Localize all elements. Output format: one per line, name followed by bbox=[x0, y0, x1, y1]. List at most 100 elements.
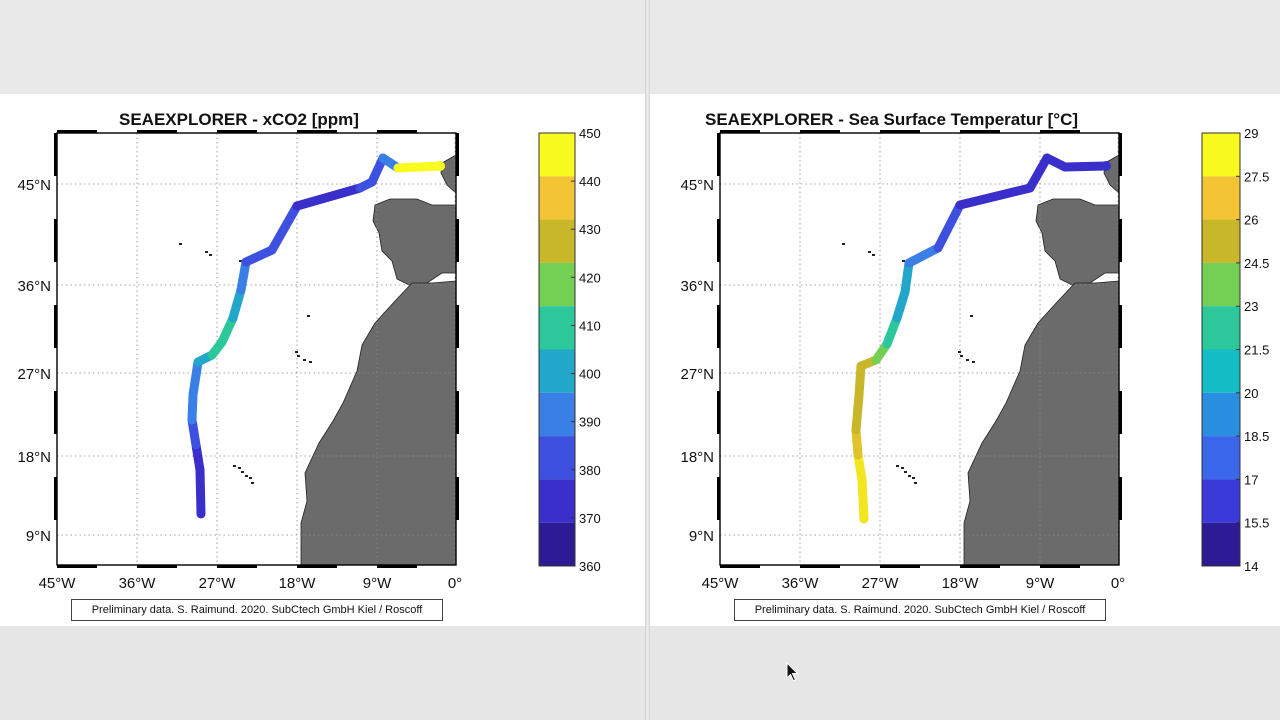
island-5 bbox=[297, 355, 300, 357]
window-divider[interactable] bbox=[645, 0, 650, 720]
frame-tick bbox=[54, 219, 57, 262]
frame-tick bbox=[456, 133, 459, 176]
frame-tick bbox=[717, 133, 720, 176]
colorbar-segment bbox=[539, 349, 575, 393]
frame-tick bbox=[456, 391, 459, 434]
colorbar-label: 410 bbox=[579, 318, 601, 333]
island-9 bbox=[901, 467, 904, 469]
colorbar-segment bbox=[1202, 479, 1240, 523]
colorbar-segment bbox=[539, 133, 575, 177]
lon-label: 27°W bbox=[199, 575, 237, 592]
track-segment bbox=[892, 287, 910, 323]
land bbox=[963, 154, 1119, 565]
africa-land bbox=[300, 280, 456, 565]
colorbar-label: 430 bbox=[579, 222, 601, 237]
colorbar-label: 380 bbox=[579, 463, 601, 478]
xco2-credit-box: Preliminary data. S. Raimund. 2020. SubC… bbox=[71, 599, 443, 621]
track-segment bbox=[882, 313, 902, 349]
track-segment bbox=[900, 258, 914, 297]
frame-tick bbox=[960, 565, 1000, 568]
colorbar-segment bbox=[1202, 176, 1240, 220]
colorbar-label: 20 bbox=[1244, 386, 1258, 401]
lat-label: 27°N bbox=[17, 366, 51, 383]
sst-map: 45°N 36°N 27°N 18°N 9°N 45°W 36°W 27°W 18°W 9°W 0°… bbox=[680, 126, 1269, 592]
xco2-plot-title: SEAEXPLORER - xCO2 [ppm] bbox=[119, 110, 359, 129]
colorbar-label: 24.5 bbox=[1244, 256, 1269, 271]
frame-tick bbox=[57, 130, 97, 133]
frame-tick bbox=[54, 133, 57, 176]
frame-tick bbox=[54, 391, 57, 434]
lat-label: 45°N bbox=[17, 177, 51, 194]
lat-label: 27°N bbox=[680, 366, 714, 383]
colorbar-segment bbox=[1202, 392, 1240, 437]
colorbar-segment bbox=[539, 436, 575, 480]
frame-tick bbox=[1119, 391, 1122, 434]
island-2 bbox=[872, 254, 875, 256]
colorbar-label: 17 bbox=[1244, 472, 1258, 487]
colorbar-label: 390 bbox=[579, 415, 601, 430]
colorbar-segment bbox=[1202, 436, 1240, 480]
track-segment bbox=[854, 361, 866, 400]
lon-label: 36°W bbox=[782, 575, 820, 592]
colorbar-label: 440 bbox=[579, 174, 601, 189]
colorbar-label: 23 bbox=[1244, 299, 1258, 314]
island-6 bbox=[303, 359, 306, 361]
colorbar-label: 360 bbox=[579, 559, 601, 574]
colorbar-segment bbox=[539, 522, 575, 566]
colorbar-segment bbox=[539, 176, 575, 220]
island-3 bbox=[902, 260, 905, 262]
colorbar-segment bbox=[1202, 219, 1240, 263]
colorbar-label: 27.5 bbox=[1244, 169, 1269, 184]
track-segment bbox=[188, 357, 203, 400]
frame-tick bbox=[1040, 565, 1080, 568]
track-segment bbox=[236, 257, 251, 295]
frame-tick bbox=[1119, 305, 1122, 348]
colorbar-label: 400 bbox=[579, 367, 601, 382]
colorbar-segment bbox=[539, 262, 575, 307]
track-segment bbox=[292, 183, 365, 211]
frame-tick bbox=[720, 130, 760, 133]
xco2-map: 45°N 36°N 27°N 18°N 9°N 45°W 36°W 27°W 18°W 9°W 0°… bbox=[17, 126, 600, 592]
island-8 bbox=[896, 465, 899, 467]
lat-label: 36°N bbox=[17, 278, 51, 295]
colorbar-frame bbox=[538, 132, 576, 567]
island-13 bbox=[914, 482, 917, 484]
track-segment bbox=[267, 201, 302, 255]
island-0 bbox=[179, 243, 182, 245]
mouse-cursor-icon bbox=[786, 661, 800, 687]
sst-plot-title: SEAEXPLORER - Sea Surface Temperatur [°C… bbox=[705, 110, 1079, 129]
island-12 bbox=[912, 477, 915, 479]
lat-label: 9°N bbox=[689, 528, 714, 545]
frame-tick bbox=[377, 130, 417, 133]
colorbar-segment bbox=[1202, 522, 1240, 566]
colorbar-label: 15.5 bbox=[1244, 516, 1269, 531]
colorbar-label: 420 bbox=[579, 270, 601, 285]
track-segment bbox=[1060, 161, 1111, 172]
frame-tick bbox=[54, 477, 57, 520]
track-segment bbox=[241, 245, 277, 267]
lon-label: 9°W bbox=[1026, 575, 1055, 592]
frame-tick bbox=[456, 219, 459, 262]
island-4 bbox=[958, 351, 961, 353]
lat-label: 18°N bbox=[680, 449, 714, 466]
island-1 bbox=[205, 251, 208, 253]
lon-label: 45°W bbox=[39, 575, 77, 592]
island-6 bbox=[966, 359, 969, 361]
lon-label: 0° bbox=[448, 575, 462, 592]
frame-tick bbox=[217, 130, 257, 133]
frame-tick bbox=[456, 305, 459, 348]
island-10 bbox=[904, 471, 907, 473]
frame-tick bbox=[137, 565, 177, 568]
island-5 bbox=[960, 355, 963, 357]
frame-tick bbox=[1119, 477, 1122, 520]
frame-tick bbox=[720, 565, 760, 568]
island-2 bbox=[209, 254, 212, 256]
colorbar-label: 29 bbox=[1244, 126, 1258, 141]
colorbar-label: 21.5 bbox=[1244, 343, 1269, 358]
frame-tick bbox=[717, 477, 720, 520]
colorbar-label: 14 bbox=[1244, 559, 1258, 574]
island-11 bbox=[245, 475, 248, 477]
island-9 bbox=[238, 467, 241, 469]
frame-tick bbox=[137, 130, 177, 133]
frame-tick bbox=[717, 305, 720, 348]
